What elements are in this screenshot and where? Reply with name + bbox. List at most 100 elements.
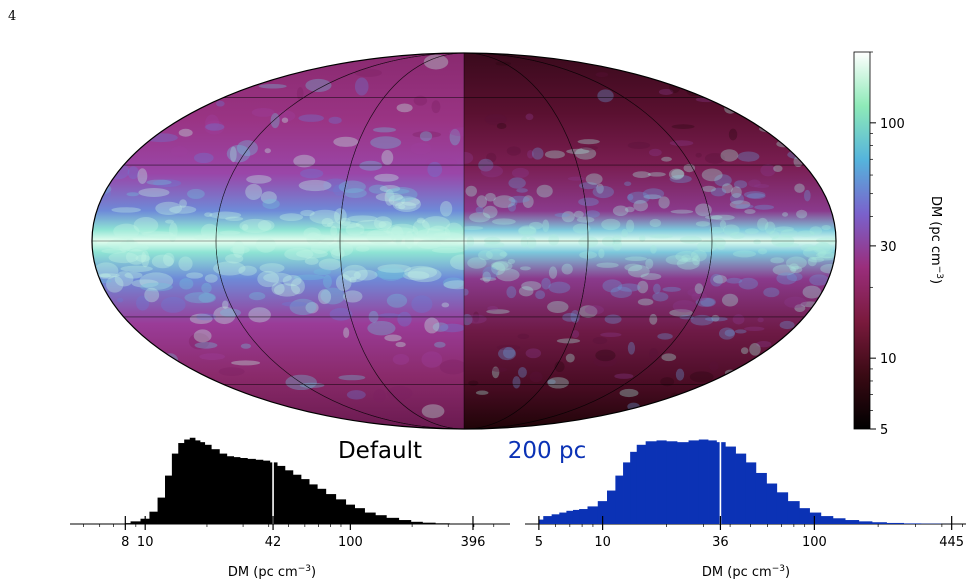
- map-texture: [610, 286, 633, 298]
- map-texture: [813, 243, 834, 255]
- histogram-bar: [832, 518, 846, 524]
- map-texture: [131, 279, 159, 288]
- map-texture: [230, 246, 250, 254]
- map-texture: [238, 265, 257, 276]
- map-texture: [201, 282, 212, 294]
- map-texture: [205, 114, 220, 132]
- histogram-bar: [354, 508, 365, 524]
- map-texture: [807, 245, 820, 251]
- map-texture: [465, 314, 487, 324]
- map-texture: [384, 189, 395, 206]
- map-texture: [248, 307, 271, 323]
- map-texture: [444, 222, 464, 239]
- map-texture: [333, 184, 345, 196]
- map-texture: [379, 184, 401, 193]
- map-texture: [633, 200, 648, 212]
- map-texture: [140, 282, 173, 292]
- map-texture: [384, 334, 402, 342]
- map-texture: [507, 258, 516, 264]
- map-texture: [661, 353, 677, 362]
- colorbar-label: DM (pc cm−3): [928, 196, 944, 284]
- map-texture: [529, 371, 543, 383]
- map-texture: [200, 223, 219, 240]
- map-texture: [612, 205, 629, 217]
- map-texture: [785, 256, 807, 270]
- map-texture: [323, 178, 349, 192]
- map-texture: [521, 281, 542, 291]
- map-outline: [91, 52, 837, 430]
- map-texture: [402, 271, 430, 281]
- histogram-bar: [130, 521, 141, 524]
- map-texture: [450, 254, 464, 270]
- map-texture: [412, 131, 442, 138]
- map-texture: [259, 263, 285, 273]
- map-texture: [541, 277, 551, 290]
- map-texture: [354, 77, 369, 96]
- map-texture: [769, 230, 780, 239]
- map-texture: [434, 341, 446, 348]
- histogram-bar: [845, 520, 860, 524]
- map-texture: [338, 374, 366, 381]
- map-texture: [478, 250, 493, 261]
- map-texture: [820, 159, 835, 173]
- map-texture: [138, 188, 170, 197]
- map-texture: [789, 263, 799, 272]
- map-texture: [466, 236, 475, 248]
- map-texture: [160, 296, 186, 313]
- map-texture: [116, 149, 127, 163]
- map-texture: [257, 270, 280, 288]
- map-texture: [658, 88, 674, 95]
- map-texture: [794, 183, 805, 193]
- map-texture: [229, 146, 237, 163]
- map-texture: [684, 64, 696, 71]
- map-texture: [737, 151, 760, 162]
- map-texture: [411, 295, 433, 313]
- histogram-bar: [240, 458, 248, 524]
- map-texture: [809, 365, 831, 374]
- map-texture: [386, 386, 413, 401]
- map-texture: [627, 191, 650, 204]
- map-texture: [754, 204, 775, 210]
- histogram-bar: [375, 515, 387, 524]
- map-texture: [305, 301, 319, 314]
- map-texture: [485, 249, 507, 260]
- map-texture: [604, 314, 622, 324]
- map-texture: [226, 144, 251, 163]
- map-texture: [717, 244, 726, 250]
- map-texture: [314, 233, 326, 241]
- histogram-bar: [543, 516, 553, 524]
- map-texture: [627, 341, 636, 355]
- map-texture: [669, 140, 694, 147]
- map-texture: [721, 183, 733, 194]
- histogram-tick-label: 5: [535, 535, 543, 550]
- map-texture: [577, 139, 600, 145]
- map-texture: [92, 239, 98, 246]
- map-texture: [163, 252, 175, 267]
- map-texture: [757, 317, 764, 323]
- map-texture: [797, 230, 815, 237]
- map-texture: [579, 182, 599, 190]
- map-texture: [595, 349, 616, 362]
- map-texture: [740, 347, 749, 355]
- map-texture: [496, 268, 520, 282]
- map-texture: [808, 257, 825, 263]
- histogram-bar: [656, 440, 667, 524]
- map-texture: [284, 247, 314, 261]
- map-texture: [309, 209, 341, 224]
- map-texture: [423, 54, 449, 70]
- histogram-bar: [435, 523, 450, 524]
- map-texture: [169, 222, 178, 239]
- map-texture: [778, 359, 795, 365]
- map-texture: [205, 123, 225, 131]
- histogram-bar: [688, 440, 700, 524]
- map-texture: [404, 265, 438, 279]
- map-texture: [416, 217, 425, 224]
- map-texture: [704, 316, 728, 322]
- map-texture: [147, 234, 178, 239]
- map-texture: [792, 142, 816, 154]
- map-texture: [529, 221, 543, 230]
- panel-label-200pc: 200 pc: [508, 438, 586, 464]
- map-texture: [395, 341, 406, 348]
- map-texture: [386, 223, 419, 240]
- histogram-bar: [886, 522, 904, 524]
